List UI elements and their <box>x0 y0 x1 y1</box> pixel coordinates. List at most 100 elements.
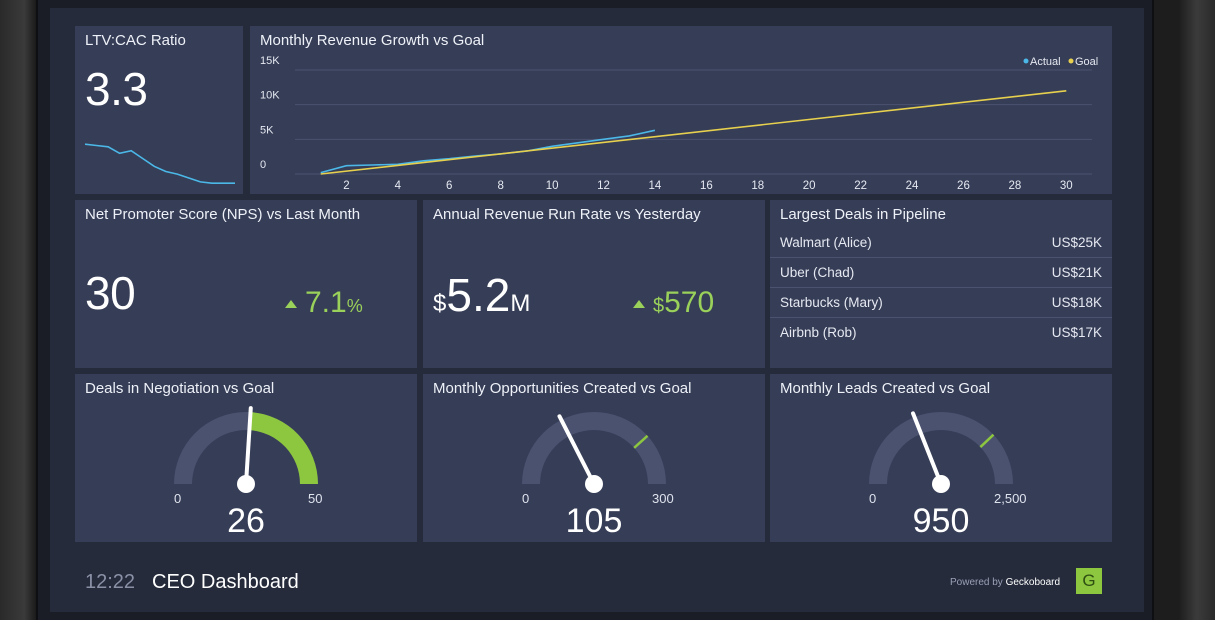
x-tick-label: 24 <box>906 180 919 192</box>
arr-number: 5.2 <box>446 269 511 321</box>
gauge-value: 26 <box>227 502 265 540</box>
x-tick-label: 16 <box>700 180 713 192</box>
legend-label: Actual <box>1030 56 1061 68</box>
ltv-cac-value: 3.3 <box>85 63 148 115</box>
tile-title: Monthly Opportunities Created vs Goal <box>433 380 692 397</box>
gauge-needle <box>911 411 943 486</box>
series-line-actual <box>320 129 656 174</box>
x-tick-label: 2 <box>343 180 349 192</box>
up-arrow-icon <box>285 300 297 309</box>
tile-title: Deals in Negotiation vs Goal <box>85 380 275 397</box>
tile-title: Net Promoter Score (NPS) vs Last Month <box>85 206 361 223</box>
list-item: Walmart (Alice) US$25K <box>770 228 1112 258</box>
tile-title: Annual Revenue Run Rate vs Yesterday <box>433 206 701 223</box>
gauge-min-label: 0 <box>869 491 877 506</box>
x-tick-label: 12 <box>597 180 610 192</box>
x-tick-label: 28 <box>1008 180 1021 192</box>
arr-value: $5.2M <box>433 268 530 322</box>
legend-marker <box>1023 58 1029 64</box>
gauge-max-label: 2,500 <box>994 491 1027 506</box>
gauge-hub <box>932 475 950 493</box>
nps-tile: Net Promoter Score (NPS) vs Last Month 3… <box>75 200 417 368</box>
gauge <box>869 411 1013 493</box>
revenue-growth-tile: Monthly Revenue Growth vs Goal 0 5K 10K 15K… <box>250 26 1112 194</box>
gauge-min-label: 0 <box>174 491 182 506</box>
nps-value: 30 <box>85 267 136 319</box>
y-tick-label: 15K <box>260 55 280 67</box>
deal-name: Airbnb (Rob) <box>780 325 857 340</box>
geckoboard-logo: G <box>1076 568 1102 594</box>
gauge-goal-marker <box>633 434 649 449</box>
deal-value: US$18K <box>1051 295 1102 310</box>
x-tick-label: 6 <box>446 180 452 192</box>
opportunities-gauge-tile: Monthly Opportunities Created vs Goal 0 … <box>423 374 765 542</box>
gauge-track <box>522 412 666 484</box>
x-tick-label: 18 <box>751 180 764 192</box>
arr-delta-prefix: $ <box>653 295 665 317</box>
deals-negotiation-gauge-tile: Deals in Negotiation vs Goal 0 50 26 <box>75 374 417 542</box>
deal-value: US$25K <box>1051 235 1102 250</box>
footer-time: 12:22 <box>85 571 136 593</box>
x-tick-label: 30 <box>1060 180 1073 192</box>
gauge-hub <box>237 475 255 493</box>
arr-prefix: $ <box>433 290 447 317</box>
list-item: Uber (Chad) US$21K <box>770 258 1112 288</box>
list-item: Airbnb (Rob) US$17K <box>770 318 1112 348</box>
monitor-screen: LTV:CAC Ratio 3.3 Monthly Revenue Growth… <box>36 0 1154 620</box>
gauge <box>174 406 318 493</box>
y-tick-label: 10K <box>260 90 280 102</box>
nps-delta: 7.1% <box>285 286 363 320</box>
brand-name: Geckoboard <box>1005 577 1061 588</box>
gauge-max-label: 50 <box>308 491 323 506</box>
dashboard-title: CEO Dashboard <box>152 571 299 593</box>
legend-label: Goal <box>1075 56 1098 68</box>
deal-value: US$17K <box>1051 325 1102 340</box>
x-tick-label: 10 <box>546 180 559 192</box>
nps-delta-unit: % <box>346 296 363 316</box>
gauge-value: 950 <box>912 502 970 540</box>
gauge-value: 105 <box>565 502 623 540</box>
x-tick-label: 8 <box>497 180 503 192</box>
tile-title: Largest Deals in Pipeline <box>780 206 946 223</box>
x-tick-label: 4 <box>395 180 402 192</box>
x-tick-label: 14 <box>649 180 662 192</box>
gauge-goal-marker <box>979 433 995 448</box>
ltv-cac-sparkline <box>84 143 235 184</box>
logo-letter: G <box>1082 571 1096 590</box>
gauge-track <box>869 412 1013 484</box>
y-tick-label: 0 <box>260 159 266 171</box>
legend-marker <box>1068 58 1074 64</box>
ltv-cac-tile: LTV:CAC Ratio 3.3 <box>75 26 243 194</box>
gauge-fill <box>249 412 318 484</box>
tile-title: Monthly Revenue Growth vs Goal <box>260 32 485 49</box>
up-arrow-icon <box>633 300 645 309</box>
x-tick-label: 20 <box>803 180 816 192</box>
list-item: Starbucks (Mary) US$18K <box>770 288 1112 318</box>
arr-delta-value: 570 <box>664 286 715 319</box>
deal-value: US$21K <box>1051 265 1102 280</box>
arr-suffix: M <box>510 290 531 317</box>
gauge-hub <box>585 475 603 493</box>
arr-tile: Annual Revenue Run Rate vs Yesterday $5.… <box>423 200 765 368</box>
nps-delta-value: 7.1 <box>305 286 347 319</box>
x-tick-label: 26 <box>957 180 970 192</box>
series-line-goal <box>320 90 1067 175</box>
tile-title: Monthly Leads Created vs Goal <box>780 380 991 397</box>
gauge <box>522 412 666 493</box>
arr-delta: $570 <box>633 286 714 320</box>
powered-by: Powered by Geckoboard <box>950 577 1060 588</box>
leads-gauge-tile: Monthly Leads Created vs Goal 0 2,500 95… <box>770 374 1112 542</box>
deal-name: Starbucks (Mary) <box>780 295 883 310</box>
dashboard: LTV:CAC Ratio 3.3 Monthly Revenue Growth… <box>50 8 1144 612</box>
deal-name: Walmart (Alice) <box>780 235 872 250</box>
gauge-min-label: 0 <box>522 491 530 506</box>
tile-title: LTV:CAC Ratio <box>85 32 186 49</box>
x-tick-label: 22 <box>854 180 867 192</box>
gauge-needle <box>557 414 596 486</box>
y-tick-label: 5K <box>260 124 274 136</box>
largest-deals-tile: Largest Deals in Pipeline Walmart (Alice… <box>770 200 1112 368</box>
gauge-max-label: 300 <box>652 491 674 506</box>
gauge-needle <box>244 406 253 486</box>
deal-name: Uber (Chad) <box>780 265 855 280</box>
